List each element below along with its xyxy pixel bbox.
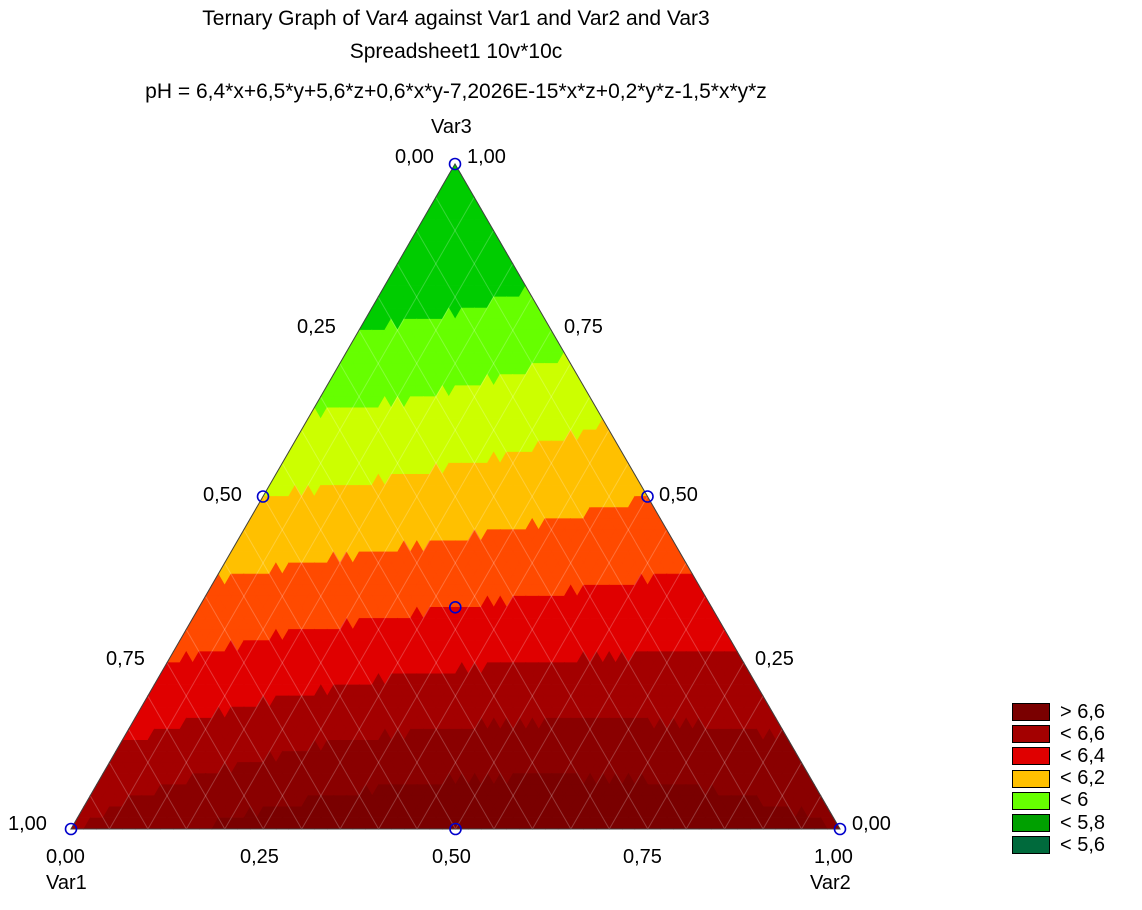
legend-item: < 6,4 (1012, 745, 1105, 767)
legend-item: < 6 (1012, 789, 1105, 812)
tick-right-1: 0,00 (852, 813, 891, 835)
legend-label: > 6,6 (1060, 700, 1106, 723)
legend-label: < 6,6 (1060, 722, 1106, 745)
axis-label-var2: Var2 (810, 872, 851, 894)
chart-formula: pH = 6,4*x+6,5*y+5,6*z+0,6*x*y-7,2026E-1… (145, 80, 767, 103)
tick-right-5: 1,00 (467, 146, 506, 168)
chart-title: Ternary Graph of Var4 against Var1 and V… (202, 7, 710, 30)
legend-swatch (1012, 769, 1050, 788)
chart-subtitle: Spreadsheet1 10v*10c (349, 40, 563, 63)
legend-label: < 6 (1060, 789, 1089, 812)
legend-swatch (1012, 814, 1050, 833)
legend: > 6,6 < 6,6 < 6,4 < 6,2 < 6 < 5,8 < 5,6 (1012, 701, 1105, 856)
tick-left-4: 0,25 (297, 316, 336, 338)
tick-left-3: 0,50 (203, 484, 242, 506)
legend-item: < 6,6 (1012, 723, 1105, 745)
legend-label: < 6,2 (1060, 767, 1106, 790)
legend-swatch (1012, 791, 1050, 810)
tick-left-5: 0,00 (395, 146, 434, 168)
contour-surface (70, 163, 841, 830)
tick-bottom-3: 0,50 (432, 846, 471, 868)
axis-label-var3: Var3 (431, 116, 472, 138)
legend-label: < 5,8 (1060, 811, 1106, 834)
tick-bottom-5: 1,00 (814, 846, 853, 868)
legend-item: > 6,6 (1012, 701, 1105, 723)
legend-label: < 5,6 (1060, 833, 1106, 856)
legend-item: < 6,2 (1012, 767, 1106, 790)
tick-bottom-4: 0,75 (623, 846, 662, 868)
legend-swatch (1012, 725, 1050, 744)
legend-item: < 5,8 (1012, 812, 1105, 834)
tick-bottom-1: 0,00 (46, 846, 85, 868)
tick-right-2: 0,25 (755, 648, 794, 670)
legend-swatch (1012, 836, 1050, 855)
tick-right-3: 0,50 (659, 484, 698, 506)
axis-label-var1: Var1 (46, 872, 87, 894)
legend-swatch (1012, 703, 1050, 722)
legend-item: < 5,6 (1012, 834, 1105, 856)
tick-bottom-2: 0,25 (240, 846, 279, 868)
tick-left-1: 1,00 (8, 813, 47, 835)
legend-label: < 6,4 (1060, 744, 1106, 767)
legend-swatch (1012, 747, 1050, 766)
tick-right-4: 0,75 (564, 316, 603, 338)
tick-left-2: 0,75 (106, 648, 145, 670)
